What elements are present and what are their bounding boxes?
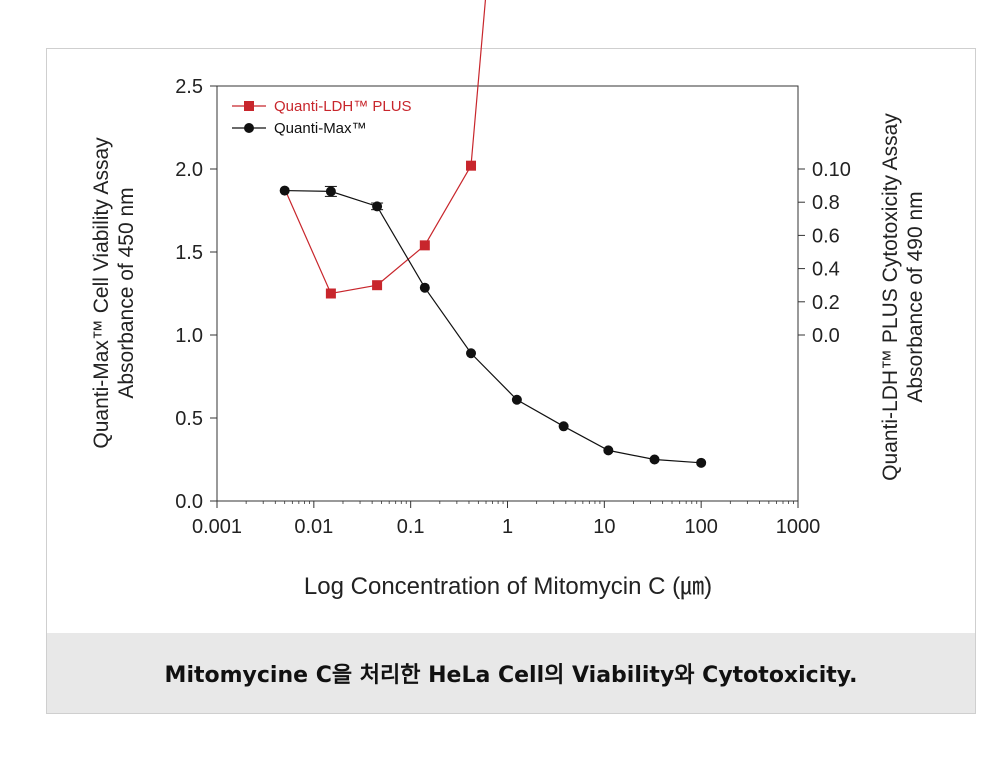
data-point-circle [649,454,660,465]
x-tick-label: 0.01 [294,516,333,538]
data-point-circle [603,445,614,456]
data-point-square [466,160,477,171]
x-axis-title: Log Concentration of Mitomycin C (㎛) [304,573,712,600]
data-point-circle [419,282,430,293]
data-point-circle [466,348,477,359]
y-right-tick-label: 0.4 [812,259,840,281]
x-tick-label: 0.001 [192,516,242,538]
figure-caption: Mitomycine C을 처리한 HeLa Cell의 Viability와 … [46,633,976,714]
y-right-tick-label: 0.6 [812,225,840,247]
y-left-axis-title: Quanti-Max™ Cell Viability Assay [90,137,113,449]
figure-frame [46,48,976,714]
y-left-tick-label: 2.5 [175,76,203,98]
x-tick-label: 10 [593,516,615,538]
y-right-axis-subtitle: Absorbance of 490 nm [904,191,927,402]
y-right-axis-title: Quanti-LDH™ PLUS Cytotoxicity Assay [879,113,902,481]
x-tick-label: 1 [502,516,513,538]
y-left-tick-label: 0.0 [175,491,203,513]
data-point-square [419,240,430,251]
y-left-tick-label: 1.5 [175,242,203,264]
y-right-tick-label: 0.2 [812,292,840,314]
dual-axis-chart: 0.001 0.01 0.1 1 10 100 1000 0.0 0.5 1.0 1.5 2.0 2.5… [90,0,927,600]
y-right-tick-label: 0.0 [812,325,840,347]
y-right-tick-label: 0.8 [812,192,840,214]
data-point-circle [558,421,569,432]
legend-label: Quanti-LDH™ PLUS [274,98,412,115]
y-left-tick-label: 0.5 [175,408,203,430]
x-tick-label: 1000 [776,516,821,538]
y-left-axis-subtitle: Absorbance of 450 nm [115,187,138,398]
legend-label: Quanti-Max™ [274,120,367,137]
y-left-tick-label: 1.0 [175,325,203,347]
series-line-1 [284,189,702,464]
x-tick-label: 0.1 [397,516,425,538]
plot-area [216,85,799,502]
y-right-tick-label: 0.10 [812,159,851,181]
data-point-circle [325,186,336,197]
data-point-circle [372,201,383,212]
legend-marker [244,123,254,133]
data-point-square [325,288,336,299]
caption-text: Mitomycine C을 처리한 HeLa Cell의 Viability와 … [164,663,858,688]
data-point-circle [511,394,522,405]
data-point-circle [696,457,707,468]
y-left-tick-label: 2.0 [175,159,203,181]
series-line-0 [284,0,487,295]
data-point-circle [279,185,290,196]
data-point-square [372,280,383,291]
legend-marker [244,101,254,111]
x-tick-label: 100 [684,516,717,538]
